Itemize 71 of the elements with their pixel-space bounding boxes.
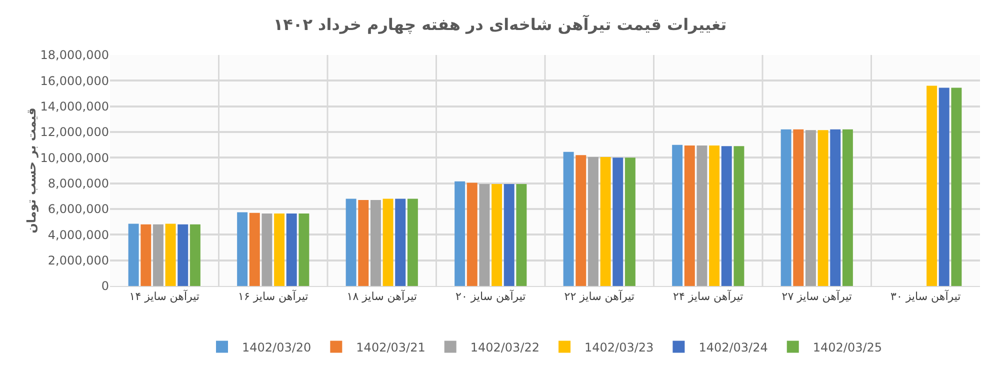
legend-label: 1402/03/20 [242, 340, 312, 354]
bar [612, 158, 624, 286]
bar [152, 224, 164, 286]
bar [504, 184, 514, 286]
bar [370, 200, 381, 286]
bar [346, 198, 356, 286]
bar [563, 152, 574, 286]
bar [454, 181, 466, 286]
y-tick-label: 8,000,000 [48, 176, 109, 191]
y-tick-label: 18,000,000 [40, 48, 109, 62]
y-tick-label: 10,000,000 [40, 150, 109, 165]
bar [274, 213, 285, 286]
bar [262, 213, 272, 286]
bar [624, 158, 636, 286]
y-axis-title: قیمت بر حسب تومان [24, 108, 38, 234]
x-tick-label: تیرآهن سایز ۳۰ [890, 289, 961, 304]
legend-label: 1402/03/24 [698, 340, 768, 354]
x-tick-label: تیرآهن سایز ۲۷ [782, 289, 852, 304]
x-tick-label: تیرآهن سایز ۲۰ [456, 289, 526, 304]
bar [830, 129, 841, 286]
bar [588, 157, 598, 286]
bar [382, 198, 394, 286]
bar [938, 88, 950, 286]
bar [951, 88, 962, 286]
legend-label: 1402/03/25 [812, 340, 882, 354]
chart-title: تغییرات قیمت تیرآهن شاخه‌ای در هفته چهارم خرداد ۱۴۰۲ [273, 14, 727, 34]
bar [780, 129, 792, 286]
bar [793, 129, 804, 286]
bar [298, 213, 310, 286]
legend-label: 1402/03/23 [584, 340, 654, 354]
bar [466, 182, 478, 286]
y-tick-label: 16,000,000 [40, 74, 109, 88]
bar [358, 200, 369, 286]
bar [926, 86, 938, 286]
legend-label: 1402/03/22 [470, 340, 540, 354]
bar [249, 212, 260, 286]
bar [395, 198, 406, 286]
bar [709, 145, 720, 286]
bar [286, 213, 297, 286]
y-tick-label: 12,000,000 [40, 125, 109, 140]
x-tick-label: تیرآهن سایز ۲۲ [564, 289, 634, 304]
bar [842, 129, 853, 286]
y-tick-label: 14,000,000 [40, 100, 109, 114]
bar [805, 130, 816, 286]
bar [516, 184, 527, 286]
bar [492, 184, 502, 286]
bar [190, 224, 200, 286]
x-tick-label: تیرآهن سایز ۲۴ [673, 289, 744, 304]
bar [479, 184, 490, 286]
bar [696, 145, 708, 286]
y-tick-label: 2,000,000 [48, 254, 109, 268]
y-tick-label: 4,000,000 [48, 228, 109, 242]
x-tick-label: تیرآهن سایز ۱۸ [346, 289, 417, 304]
bar [818, 130, 828, 286]
y-tick-label: 0 [101, 279, 109, 294]
x-tick-label: تیرآهن سایز ۱۴ [129, 289, 200, 304]
bar [684, 145, 695, 286]
y-tick-label: 6,000,000 [48, 202, 109, 216]
bar [672, 144, 683, 286]
bar [734, 146, 744, 286]
bar [576, 155, 586, 286]
bar [407, 198, 418, 286]
x-tick-label: تیرآهن سایز ۱۶ [238, 289, 308, 304]
bar [178, 224, 188, 286]
bar [128, 224, 139, 286]
bar [165, 224, 176, 286]
legend-label: 1402/03/21 [356, 340, 426, 354]
bar [600, 157, 611, 286]
bar [237, 212, 248, 286]
bar [140, 224, 152, 286]
bar [721, 146, 732, 286]
